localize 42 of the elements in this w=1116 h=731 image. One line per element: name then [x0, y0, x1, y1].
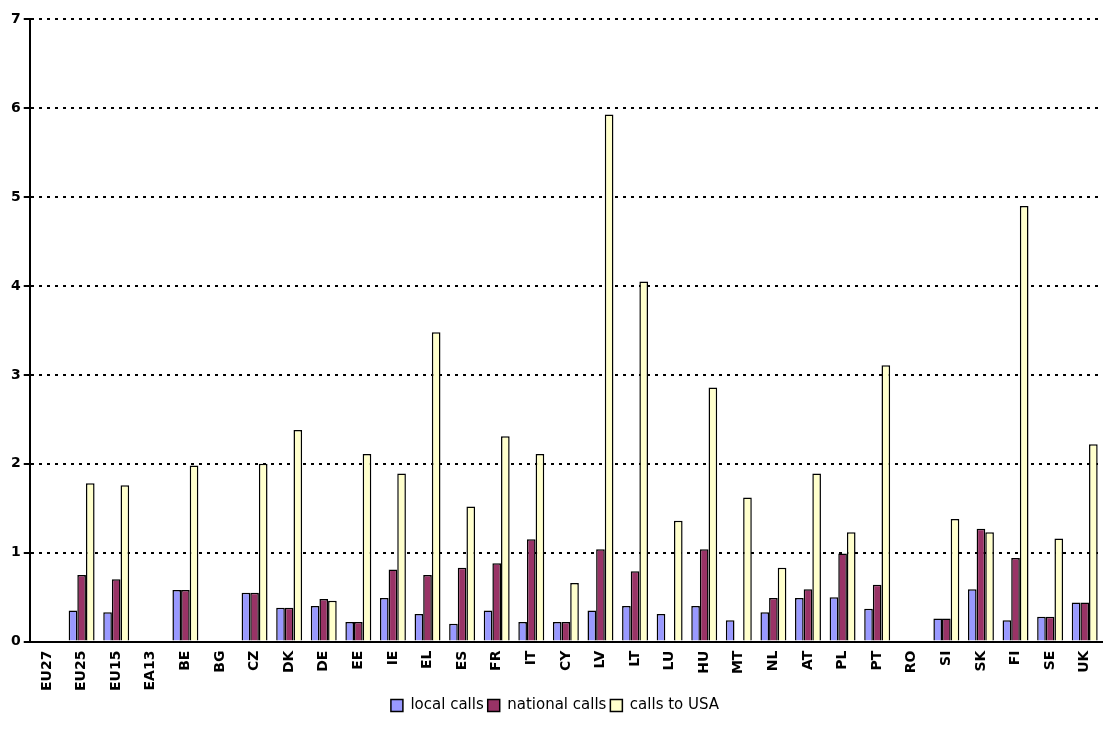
x-tick-label: EA13: [141, 650, 158, 691]
x-tick-label: FR: [487, 650, 504, 671]
x-tick-label: PL: [833, 650, 850, 670]
x-tick-label: AT: [798, 650, 815, 670]
x-tick-label: CZ: [245, 650, 262, 672]
x-tick-label: EU27: [37, 650, 54, 692]
x-tick-label: DK: [279, 649, 296, 674]
x-tick-label: UK: [1075, 649, 1092, 673]
x-tick-label: EE: [348, 650, 365, 670]
x-tick-label: EU15: [106, 650, 123, 692]
y-tick-label: 5: [10, 187, 21, 204]
x-tick-label: SK: [971, 649, 988, 672]
x-tick-label: IT: [521, 650, 538, 666]
legend-label: local calls: [410, 695, 484, 714]
y-tick-label: 4: [10, 276, 21, 293]
y-tick-label: 7: [10, 10, 21, 27]
x-tick-label: BG: [210, 650, 227, 673]
x-tick-label: LV: [591, 650, 608, 669]
y-tick-label: 2: [10, 454, 21, 471]
x-tick-label: HU: [694, 650, 711, 674]
y-tick-label: 6: [10, 98, 21, 115]
x-tick-label: DE: [314, 650, 331, 672]
x-tick-label: EU25: [72, 650, 89, 692]
x-tick-label: SE: [1040, 650, 1057, 671]
x-tick-label: LU: [660, 650, 677, 671]
x-tick-label: EL: [418, 650, 435, 670]
x-tick-label: LT: [625, 650, 642, 667]
y-tick-label: 0: [10, 632, 21, 649]
legend-label: national calls: [507, 695, 607, 714]
x-tick-label: SI: [936, 650, 953, 666]
x-tick-label: NL: [764, 650, 781, 672]
x-tick-label: CY: [556, 649, 573, 672]
x-tick-label: BE: [176, 650, 193, 671]
legend-label: calls to USA: [629, 695, 720, 714]
x-tick-label: PT: [867, 650, 884, 671]
y-tick-label: 1: [10, 543, 21, 560]
x-tick-label: FI: [1006, 650, 1023, 666]
x-tick-label: IE: [383, 650, 400, 666]
x-tick-label: ES: [452, 650, 469, 671]
x-tick-label: MT: [729, 650, 746, 675]
y-tick-label: 3: [10, 365, 21, 382]
x-tick-label: RO: [902, 650, 919, 674]
